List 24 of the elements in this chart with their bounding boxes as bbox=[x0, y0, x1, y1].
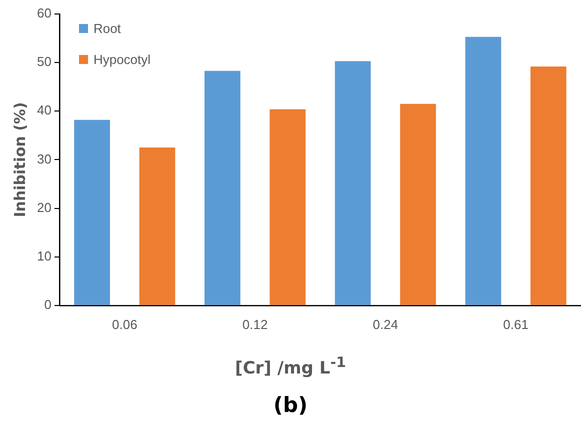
x-axis-title: [Cr] /mg L$^{-1}$ bbox=[234, 355, 347, 379]
bar bbox=[204, 70, 240, 305]
y-tick-label: 0 bbox=[44, 296, 52, 312]
x-tick-label: 0.06 bbox=[112, 316, 138, 332]
bar bbox=[270, 109, 306, 305]
y-tick-label: 50 bbox=[36, 54, 52, 70]
text: (b) bbox=[272, 393, 309, 417]
bar bbox=[465, 36, 502, 305]
bar bbox=[530, 66, 566, 305]
bar bbox=[74, 120, 110, 305]
legend-label: Root bbox=[93, 20, 121, 36]
bar bbox=[400, 104, 436, 305]
y-tick-label: 40 bbox=[36, 102, 52, 118]
x-tick-label: 0.24 bbox=[372, 316, 398, 332]
legend-label: Hypocotyl bbox=[93, 52, 151, 66]
y-axis-title: Inhibition (%) bbox=[10, 102, 29, 218]
y-tick-label: 20 bbox=[36, 200, 52, 215]
y-tick-label: 60 bbox=[36, 6, 52, 21]
x-tick-label: 0.61 bbox=[503, 316, 528, 332]
bar bbox=[139, 148, 176, 305]
x-tick-label: 0.12 bbox=[242, 316, 268, 332]
y-tick-label: 30 bbox=[36, 151, 52, 166]
bar bbox=[334, 61, 371, 305]
y-tick-label: 10 bbox=[36, 248, 52, 264]
